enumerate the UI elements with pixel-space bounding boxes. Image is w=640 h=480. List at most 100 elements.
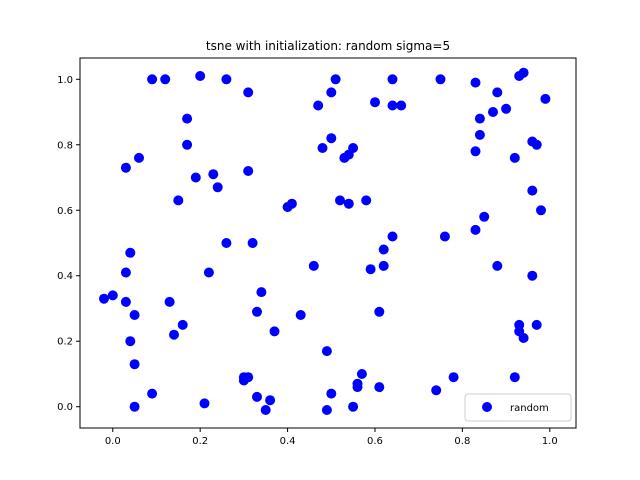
data-point [169, 329, 179, 340]
data-point [348, 143, 359, 153]
data-point [352, 382, 363, 393]
plot-frame [79, 57, 577, 429]
data-point [203, 267, 214, 278]
data-point [199, 398, 210, 409]
data-point [252, 391, 262, 402]
legend: random [464, 393, 572, 422]
y-tick-label: 1.0 [57, 75, 73, 86]
data-point [173, 195, 184, 206]
data-point [134, 152, 144, 163]
data-point [129, 401, 140, 412]
data-point [540, 93, 551, 104]
data-point [256, 287, 267, 298]
x-tick-label: 0.4 [280, 436, 296, 447]
data-point [160, 74, 171, 85]
data-point [470, 146, 481, 157]
y-tick-label: 0.0 [57, 402, 73, 413]
data-point [387, 100, 398, 111]
data-point [326, 87, 337, 98]
x-tick-label: 0.2 [192, 436, 208, 447]
chart-title: tsne with initialization: random sigma=5 [206, 39, 450, 53]
data-point [387, 231, 398, 242]
data-point [317, 143, 328, 153]
data-point [435, 74, 446, 85]
data-point [448, 372, 459, 383]
data-point [474, 113, 485, 124]
data-point [518, 333, 529, 343]
data-point [492, 260, 503, 271]
data-point [509, 152, 520, 163]
data-point [531, 139, 542, 150]
data-point [536, 205, 546, 216]
x-axis-ticks: 0.0 0.2 0.4 0.6 0.8 1.0 [105, 428, 558, 447]
data-point [370, 97, 380, 108]
data-point [243, 166, 254, 176]
data-point [374, 306, 385, 317]
data-point [125, 247, 136, 258]
x-tick-label: 0.6 [367, 436, 383, 447]
data-point [190, 172, 201, 183]
data-point [356, 369, 367, 379]
data-point [470, 77, 481, 88]
legend-marker [482, 402, 492, 412]
y-tick-label: 0.4 [57, 271, 73, 282]
data-point [120, 162, 131, 173]
data-point [531, 319, 542, 330]
data-point [308, 260, 319, 271]
data-point [396, 100, 407, 111]
data-point [439, 231, 450, 242]
plot-area [80, 58, 576, 428]
data-point [474, 129, 485, 140]
data-point [125, 336, 136, 347]
data-point [330, 74, 341, 85]
data-point [164, 296, 175, 307]
data-point [147, 74, 158, 85]
y-axis-ticks: 0.0 0.2 0.4 0.6 0.8 1.0 [57, 75, 80, 413]
data-point [378, 244, 389, 255]
data-point [238, 375, 249, 386]
x-tick-label: 1.0 [542, 436, 558, 447]
data-point [488, 107, 498, 117]
data-point [501, 103, 512, 114]
data-point [374, 382, 385, 393]
data-point [195, 71, 206, 81]
data-point [527, 185, 538, 196]
data-point [326, 388, 337, 399]
data-points [99, 67, 551, 415]
data-point [269, 326, 280, 337]
data-point [527, 270, 538, 281]
data-point [313, 100, 324, 111]
data-point [212, 182, 223, 193]
y-tick-label: 0.2 [57, 337, 73, 348]
data-point [107, 290, 118, 301]
data-point [260, 405, 271, 415]
y-tick-label: 0.8 [57, 140, 73, 151]
data-point [378, 260, 389, 271]
y-tick-label: 0.6 [57, 206, 73, 217]
data-point [221, 238, 232, 248]
data-point [182, 113, 193, 124]
data-point [247, 238, 258, 248]
data-point [509, 372, 520, 383]
data-point [208, 169, 219, 180]
data-point [326, 133, 337, 144]
data-point [99, 293, 109, 304]
data-point [479, 211, 490, 222]
data-point [129, 359, 140, 370]
data-point [265, 395, 276, 406]
legend-box [464, 393, 572, 422]
data-point [120, 267, 131, 278]
data-point [295, 310, 306, 320]
x-tick-label: 0.8 [454, 436, 470, 447]
data-point [321, 405, 332, 415]
data-point [365, 264, 376, 275]
data-point [243, 87, 254, 98]
data-point [321, 346, 332, 357]
x-tick-label: 0.0 [105, 436, 121, 447]
data-point [286, 198, 297, 209]
data-point [221, 74, 232, 85]
data-point [470, 224, 481, 235]
data-point [120, 296, 131, 307]
data-point [492, 87, 503, 98]
